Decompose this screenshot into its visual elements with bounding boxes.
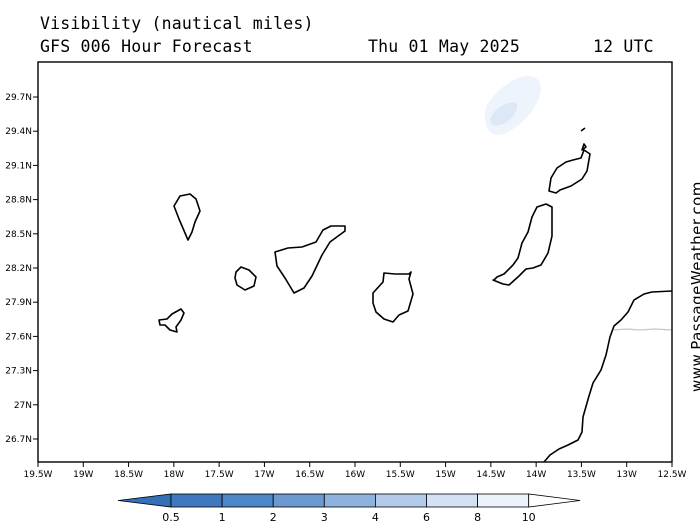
lon-tick-label: 14.5W (476, 470, 505, 480)
legend-label: 4 (372, 511, 379, 524)
coast-la-palma (173, 193, 201, 241)
lon-tick-label: 16.5W (295, 470, 324, 480)
coast-el-hierro (158, 308, 185, 333)
lon-tick-label: 17W (254, 470, 274, 480)
lat-tick-label: 29.7N (5, 93, 32, 103)
lat-tick-label: 29.1N (5, 161, 32, 171)
legend-swatch (221, 493, 274, 508)
coast-lanzarote (548, 149, 591, 194)
legend-swatch (426, 493, 478, 508)
lat-tick-label: 28.2N (5, 264, 32, 274)
latitude-axis: 29.7N 29.4N 29.1N 28.8N 28.5N 28.2N 27.9N 27.6N… (5, 93, 38, 445)
lon-tick-label: 19W (73, 470, 93, 480)
visibility-legend: 0.5 1 2 3 4 6 8 10 (117, 493, 581, 524)
lat-tick-label: 27.3N (5, 367, 32, 377)
lat-tick-label: 28.5N (5, 230, 32, 240)
lon-tick-label: 15.5W (386, 470, 415, 480)
coast-fuerteventura (492, 203, 553, 286)
legend-label: 8 (474, 511, 481, 524)
longitude-axis: 19.5W 19W 18.5W 18W 17.5W 17W 16.5W 16W 15.5W 15W… (24, 462, 687, 480)
lat-tick-label: 27N (14, 401, 32, 411)
fog-patch-inner (490, 102, 518, 126)
lat-tick-label: 26.7N (5, 435, 32, 445)
chart-title: Visibility (nautical miles) (40, 14, 314, 33)
lon-tick-label: 13.5W (567, 470, 596, 480)
coast-la-gomera (234, 266, 257, 291)
legend-swatch (323, 493, 376, 508)
legend-swatch (374, 493, 427, 508)
legend-label: 6 (423, 511, 430, 524)
country-borders (613, 328, 673, 331)
legend-arrow-low (117, 493, 172, 508)
coastlines (158, 127, 673, 463)
legend-arrow-high (528, 493, 581, 508)
legend-swatch (170, 493, 223, 508)
lat-tick-label: 29.4N (5, 127, 32, 137)
forecast-time: 12 UTC (593, 37, 654, 56)
legend-swatch (477, 493, 530, 508)
coast-tenerife (274, 225, 346, 294)
lon-tick-label: 18W (164, 470, 184, 480)
legend-swatch (272, 493, 325, 508)
legend-label: 3 (321, 511, 328, 524)
lat-tick-label: 28.8N (5, 196, 32, 206)
lon-tick-label: 16W (345, 470, 365, 480)
legend-label: 1 (219, 511, 226, 524)
site-credit[interactable]: www.PassageWeather.com (688, 181, 700, 392)
lon-tick-label: 14W (526, 470, 546, 480)
legend-label: 10 (522, 511, 536, 524)
forecast-model: GFS 006 Hour Forecast (40, 37, 253, 56)
forecast-date: Thu 01 May 2025 (368, 37, 521, 56)
lon-tick-label: 19.5W (24, 470, 53, 480)
coast-la-graciosa (580, 127, 587, 151)
legend-label: 2 (270, 511, 277, 524)
lon-tick-label: 15W (435, 470, 455, 480)
lat-tick-label: 27.9N (5, 298, 32, 308)
visibility-shading (484, 75, 541, 136)
lon-tick-label: 12.5W (658, 470, 687, 480)
lon-tick-label: 13W (617, 470, 637, 480)
border-line (613, 328, 673, 331)
map-frame (37, 61, 673, 463)
coast-africa (543, 290, 673, 463)
coast-gran-canaria (372, 271, 414, 323)
lon-tick-label: 18.5W (114, 470, 143, 480)
legend-label: 0.5 (162, 511, 180, 524)
lat-tick-label: 27.6N (5, 332, 32, 342)
lon-tick-label: 17.5W (205, 470, 234, 480)
